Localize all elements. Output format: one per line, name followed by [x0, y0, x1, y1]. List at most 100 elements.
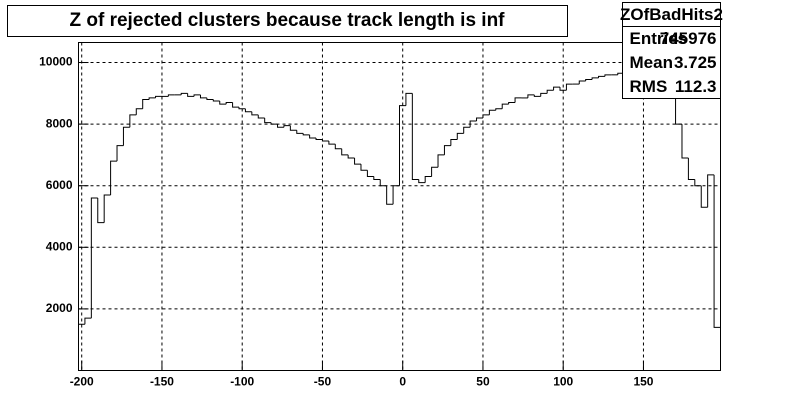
histogram-bin — [559, 87, 567, 91]
histogram-bin — [405, 92, 413, 106]
histogram-bin — [463, 126, 471, 134]
histogram-bin — [553, 86, 560, 91]
histogram-bin — [354, 157, 361, 165]
histogram-bin — [598, 75, 605, 78]
histogram-bin — [508, 102, 516, 105]
histogram-bin — [687, 157, 695, 181]
histogram-bin — [270, 122, 278, 125]
histogram-bin — [219, 101, 227, 105]
histogram-bin — [399, 105, 406, 186]
plot-frame — [78, 42, 721, 371]
histogram-bin — [296, 130, 304, 134]
x-tick-label: -100 — [230, 375, 254, 389]
histogram-bin — [321, 139, 329, 142]
histogram-bin — [694, 179, 702, 187]
histogram-bin — [187, 93, 195, 97]
histogram-bin — [527, 94, 535, 98]
histogram-bin — [713, 174, 721, 371]
x-tick-label: 100 — [553, 375, 573, 389]
histogram-bin — [122, 126, 130, 146]
histogram-bin — [206, 97, 214, 100]
histogram-bin — [418, 179, 426, 184]
stats-box — [622, 2, 721, 99]
histogram-bin — [373, 176, 381, 181]
histogram-bin — [110, 160, 118, 195]
histogram-bin — [129, 114, 137, 128]
histogram-bin — [232, 102, 239, 108]
y-tick-label: 10000 — [39, 55, 73, 69]
x-tick-label: 150 — [633, 375, 653, 389]
chart-title: Z of rejected clusters because track len… — [69, 10, 505, 31]
histogram-bin — [277, 124, 284, 128]
histogram-bin — [251, 111, 259, 116]
histogram-bin — [347, 154, 355, 159]
histogram-bin — [238, 107, 246, 110]
histogram-bin — [411, 93, 419, 181]
histogram-bin — [565, 83, 573, 91]
histogram-bin — [334, 144, 342, 150]
histogram-bin — [309, 134, 317, 139]
histogram-bin — [495, 108, 503, 111]
y-tick-label: 6000 — [46, 178, 73, 192]
x-tick-label: 50 — [476, 375, 490, 389]
histogram-bin — [167, 94, 175, 97]
histogram-bin — [257, 114, 265, 119]
histogram-bin — [199, 94, 207, 99]
stats-value: 112.3 — [675, 77, 717, 96]
histogram-bin — [84, 317, 92, 325]
histogram-bin — [103, 194, 111, 223]
histogram-bin — [212, 99, 220, 102]
histogram-bin — [244, 108, 252, 113]
histogram-bin — [193, 94, 201, 97]
histogram-bin — [78, 323, 85, 371]
histogram-bin — [437, 154, 445, 168]
stats-label: Mean — [630, 53, 673, 72]
histogram-bin — [443, 145, 451, 155]
stats-value: 3.725 — [674, 53, 717, 72]
histogram-bin — [546, 89, 554, 94]
x-tick-label: -50 — [314, 375, 332, 389]
histogram-bin — [707, 174, 715, 208]
stats-value: 745976 — [660, 29, 717, 48]
histogram-bin — [501, 103, 509, 109]
histogram-bin — [283, 125, 291, 128]
histogram-bin — [315, 137, 323, 141]
histogram-bin — [540, 92, 548, 97]
histogram-bin — [585, 78, 593, 81]
y-tick-label: 4000 — [46, 239, 73, 253]
histogram-bin — [578, 80, 586, 85]
histogram-bin — [681, 124, 689, 159]
histogram-bin — [264, 117, 272, 124]
histogram-bin — [289, 125, 297, 131]
histogram-bin — [135, 108, 143, 115]
histogram-bin — [225, 102, 233, 105]
histogram-bin — [469, 120, 477, 128]
stats-label: Entries — [630, 29, 688, 48]
x-tick-label: 0 — [399, 375, 406, 389]
histogram-bin — [476, 117, 483, 122]
histogram-bin — [328, 141, 336, 145]
histogram-bin — [116, 145, 124, 162]
histogram-bin — [360, 164, 368, 171]
histogram-bin — [97, 198, 105, 224]
stats-label: RMS — [630, 77, 668, 96]
title-box — [7, 5, 568, 37]
x-tick-label: -200 — [70, 375, 94, 389]
histogram-bin — [424, 175, 432, 183]
histogram-bin — [180, 92, 188, 95]
stats-title: ZOfBadHits2 — [620, 5, 723, 24]
histogram-bin — [591, 77, 599, 80]
histogram-bin — [142, 98, 150, 109]
y-tick-label: 8000 — [46, 116, 73, 130]
histogram-bin — [392, 185, 400, 205]
histogram-bin — [379, 179, 387, 187]
x-tick-label: -150 — [150, 375, 174, 389]
histogram-bin — [155, 95, 162, 98]
histogram-bin — [302, 133, 310, 136]
histogram-bin — [675, 87, 682, 125]
histogram-bin — [488, 109, 496, 115]
histogram-bin — [341, 148, 349, 156]
histogram-bin — [533, 94, 541, 97]
histogram-bin — [148, 97, 156, 100]
